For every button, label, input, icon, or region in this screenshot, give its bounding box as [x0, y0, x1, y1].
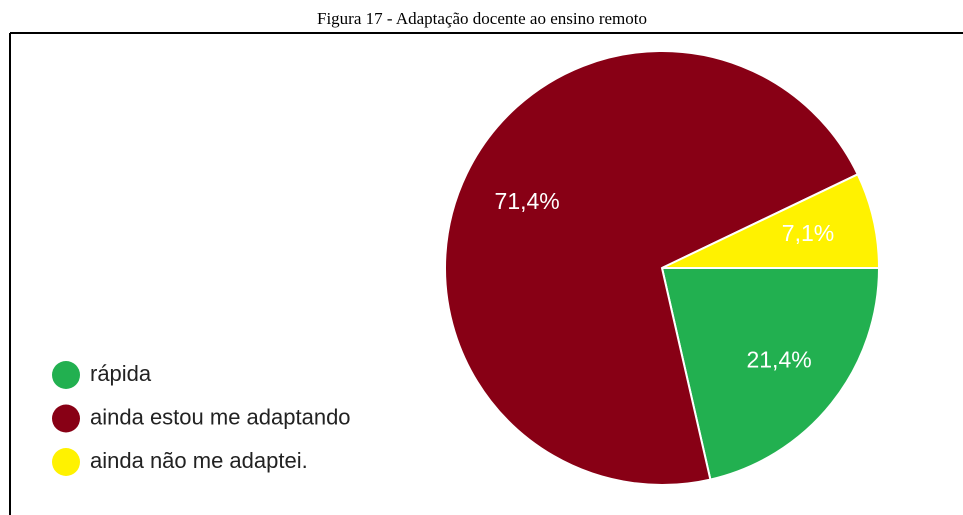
legend-swatch — [52, 361, 80, 389]
slice-label: 7,1% — [782, 220, 834, 246]
legend-label: ainda estou me adaptando — [90, 404, 351, 429]
chart-title: Figura 17 - Adaptação docente ao ensino … — [317, 9, 647, 28]
legend-swatch — [52, 448, 80, 476]
slice-label: 21,4% — [746, 346, 811, 372]
legend-label: rápida — [90, 361, 152, 386]
pie-slice — [661, 172, 881, 269]
legend-swatch — [52, 404, 80, 433]
slice-label: 71,4% — [495, 188, 560, 214]
pie-slice — [444, 50, 860, 486]
pie-slice — [660, 267, 881, 481]
legend-label: ainda não me adaptei. — [90, 448, 308, 473]
